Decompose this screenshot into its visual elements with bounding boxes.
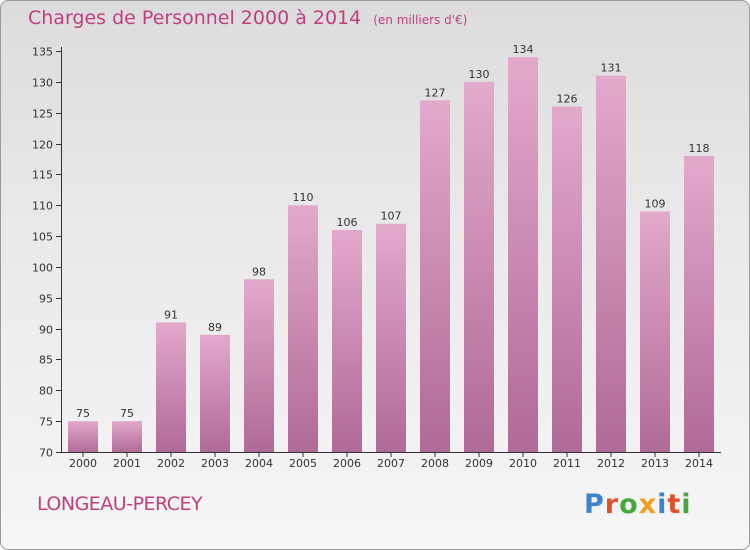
bar bbox=[156, 322, 186, 452]
x-tick-label: 2012 bbox=[597, 457, 625, 470]
x-tick-label: 2009 bbox=[465, 457, 493, 470]
logo-letter: i bbox=[681, 489, 692, 520]
bar bbox=[332, 229, 362, 452]
bar-value-label: 130 bbox=[469, 68, 490, 81]
x-tick-label: 2014 bbox=[685, 457, 713, 470]
bar bbox=[420, 100, 450, 452]
x-tick-label: 2007 bbox=[377, 457, 405, 470]
bar bbox=[464, 81, 494, 452]
y-tick-label: 110 bbox=[32, 200, 53, 213]
bars: 75 75 91 89 98 110 106 107 127 130 134 126 131 109 118 bbox=[68, 43, 714, 453]
bar-value-label: 91 bbox=[164, 308, 178, 321]
bar-value-label: 134 bbox=[513, 43, 534, 56]
bar-value-label: 131 bbox=[601, 62, 622, 75]
bar bbox=[200, 334, 230, 452]
bar bbox=[640, 211, 670, 452]
y-tick-label: 75 bbox=[39, 416, 53, 429]
x-tick-label: 2013 bbox=[641, 457, 669, 470]
bar bbox=[596, 75, 626, 452]
x-tick-label: 2008 bbox=[421, 457, 449, 470]
bar-value-label: 75 bbox=[120, 407, 134, 420]
logo-letter: t bbox=[667, 489, 682, 520]
bar bbox=[244, 279, 274, 452]
chart-title-text: Charges de Personnel 2000 à 2014 bbox=[28, 7, 362, 29]
bar bbox=[112, 421, 142, 452]
bar bbox=[288, 205, 318, 452]
y-tick-label: 80 bbox=[39, 385, 53, 398]
y-tick-label: 135 bbox=[32, 46, 53, 59]
bar-value-label: 106 bbox=[337, 216, 358, 229]
x-tick-label: 2011 bbox=[553, 457, 581, 470]
bar-value-label: 75 bbox=[76, 407, 90, 420]
y-tick-label: 85 bbox=[39, 354, 53, 367]
x-tick-label: 2004 bbox=[245, 457, 273, 470]
bar-value-label: 89 bbox=[208, 321, 222, 334]
y-tick-label: 115 bbox=[32, 169, 53, 182]
y-tick-label: 100 bbox=[32, 262, 53, 275]
logo-letter: o bbox=[619, 489, 639, 520]
x-tick-label: 2006 bbox=[333, 457, 361, 470]
x-tick-label: 2005 bbox=[289, 457, 317, 470]
y-tick-label: 130 bbox=[32, 77, 53, 90]
bar-value-label: 98 bbox=[252, 265, 266, 278]
bar bbox=[376, 223, 406, 452]
bar-value-label: 107 bbox=[381, 210, 402, 223]
bar-value-label: 118 bbox=[689, 142, 710, 155]
bar bbox=[684, 155, 714, 452]
bar bbox=[68, 421, 98, 452]
x-tick-label: 2000 bbox=[69, 457, 97, 470]
logo-letter: i bbox=[657, 489, 668, 520]
logo-letter: P bbox=[584, 489, 605, 520]
bar-value-label: 127 bbox=[425, 86, 446, 99]
y-tick-label: 90 bbox=[39, 324, 53, 337]
unit-note: (en milliers d'€) bbox=[373, 13, 468, 27]
commune-name: LONGEAU-PERCEY bbox=[37, 493, 203, 515]
logo-letter: x bbox=[638, 489, 658, 520]
bar-value-label: 126 bbox=[557, 93, 578, 106]
x-tick-label: 2003 bbox=[201, 457, 229, 470]
y-tick-label: 125 bbox=[32, 108, 53, 121]
logo-letter: r bbox=[604, 489, 620, 520]
x-tick-label: 2010 bbox=[509, 457, 537, 470]
x-tick-label: 2002 bbox=[157, 457, 185, 470]
y-tick-label: 105 bbox=[32, 231, 53, 244]
bar bbox=[508, 57, 538, 453]
y-tick-label: 95 bbox=[39, 293, 53, 306]
bar-value-label: 109 bbox=[645, 197, 666, 210]
bar bbox=[552, 106, 582, 453]
x-tick-label: 2001 bbox=[113, 457, 141, 470]
axes: 70 75 80 85 90 95 100 105 110 115 120 125 130 135 2000… bbox=[32, 46, 721, 470]
proxiti-logo: Proxiti bbox=[584, 489, 692, 520]
bar-value-label: 110 bbox=[293, 191, 314, 204]
chart-title: Charges de Personnel 2000 à 2014 (en mill… bbox=[28, 7, 467, 29]
y-tick-label: 70 bbox=[39, 447, 53, 460]
y-tick-label: 120 bbox=[32, 139, 53, 152]
